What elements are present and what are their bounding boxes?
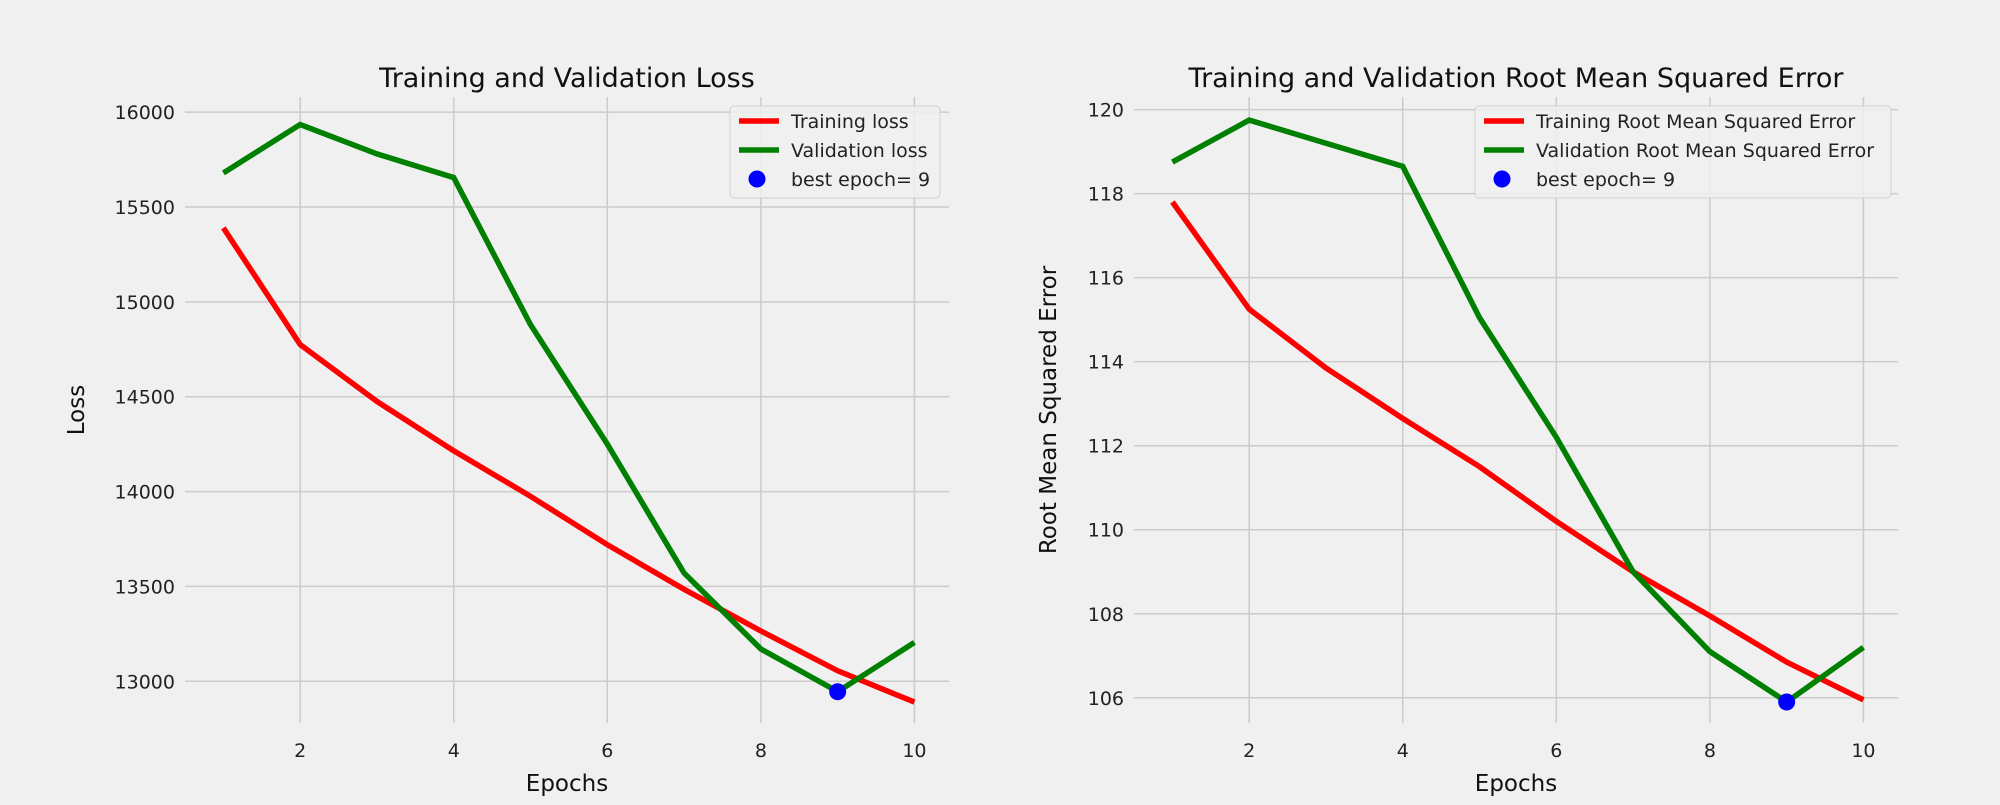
- y-tick-label: 112: [1088, 436, 1124, 458]
- x-tick-label: 2: [294, 740, 306, 762]
- grid: [185, 97, 949, 723]
- legend-best-swatch: [748, 170, 766, 188]
- y-tick-label: 120: [1088, 100, 1124, 122]
- training-line: [221, 226, 916, 705]
- x-tick-label: 6: [1550, 740, 1562, 762]
- y-tick-label: 13500: [115, 576, 175, 598]
- legend-best-swatch: [1493, 170, 1511, 188]
- legend-best-label: best epoch= 9: [791, 169, 930, 191]
- y-tick-label: 118: [1088, 184, 1124, 206]
- best-epoch-point: [829, 683, 847, 701]
- x-tick-label: 2: [1243, 740, 1255, 762]
- y-tick-label: 16000: [115, 102, 175, 124]
- chart-title: Training and Validation Root Mean Square…: [1188, 63, 1845, 94]
- series-lines: [221, 121, 916, 705]
- training-line: [1170, 200, 1865, 703]
- y-tick-label: 14000: [115, 482, 175, 504]
- legend-training-label: Training loss: [790, 111, 909, 133]
- series-lines: [1170, 117, 1865, 711]
- validation-line: [221, 121, 916, 695]
- y-tick-label: 110: [1088, 520, 1124, 542]
- legend-box: [1474, 105, 1892, 199]
- x-tick-label: 10: [902, 740, 926, 762]
- legend: Training Root Mean Squared Error Validat…: [1474, 105, 1892, 199]
- x-tick-label: 8: [1704, 740, 1716, 762]
- y-axis-label: Root Mean Squared Error: [1036, 265, 1062, 554]
- y-axis-label: Loss: [64, 385, 90, 435]
- best-epoch-point: [1778, 693, 1796, 711]
- y-tick-label: 106: [1088, 688, 1124, 710]
- x-tick-label: 6: [601, 740, 613, 762]
- validation-line: [1171, 117, 1865, 706]
- chart-title: Training and Validation Loss: [378, 63, 755, 94]
- rmse-chart: Training and Validation Root Mean Square…: [1036, 63, 1898, 797]
- y-tick-label: 108: [1088, 604, 1124, 626]
- y-tick-label: 116: [1088, 268, 1124, 290]
- tick-labels: 2 4 6 8 10 106 108 110 112 114 116 118 120: [1088, 100, 1876, 762]
- legend-best-label: best epoch= 9: [1536, 169, 1675, 191]
- legend-training-label: Training Root Mean Squared Error: [1535, 111, 1855, 133]
- x-tick-label: 10: [1851, 740, 1875, 762]
- y-tick-label: 13000: [115, 671, 175, 693]
- x-axis-label: Epochs: [1475, 771, 1557, 797]
- legend-box: [729, 105, 941, 199]
- x-tick-label: 4: [1397, 740, 1409, 762]
- y-tick-label: 15500: [115, 197, 175, 219]
- x-tick-label: 8: [755, 740, 767, 762]
- y-tick-label: 114: [1088, 352, 1124, 374]
- legend-validation-label: Validation loss: [791, 140, 928, 162]
- legend-validation-label: Validation Root Mean Squared Error: [1536, 140, 1874, 162]
- legend: Training loss Validation loss best epoch…: [729, 105, 941, 199]
- x-axis-label: Epochs: [526, 771, 608, 797]
- loss-chart: Training and Validation Loss Epochs Loss…: [64, 63, 949, 797]
- y-tick-label: 14500: [115, 387, 175, 409]
- x-tick-label: 4: [448, 740, 460, 762]
- y-tick-label: 15000: [115, 292, 175, 314]
- tick-labels: 2 4 6 8 10 13000 13500 14000 14500 15000 15500 1600…: [115, 102, 927, 762]
